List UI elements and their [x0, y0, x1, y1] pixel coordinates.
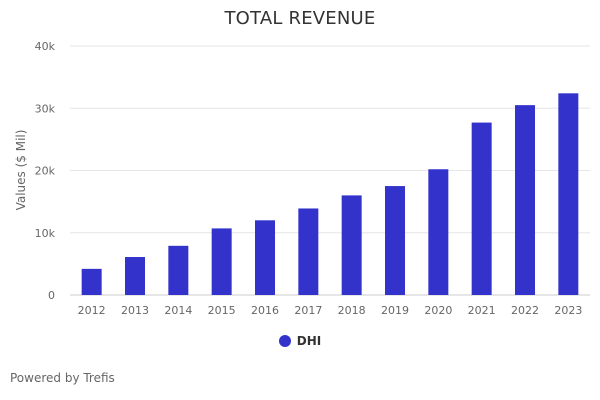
- y-tick-label: 0: [48, 289, 55, 302]
- chart-title: TOTAL REVENUE: [224, 8, 376, 29]
- x-tick-label: 2015: [208, 304, 236, 317]
- bar-2019[interactable]: [385, 186, 405, 295]
- x-tick-label: 2020: [424, 304, 452, 317]
- x-tick-label: 2013: [121, 304, 149, 317]
- bar-2016[interactable]: [255, 220, 275, 295]
- bar-2021[interactable]: [471, 122, 492, 295]
- x-tick-label: 2023: [554, 304, 582, 317]
- bars: [81, 93, 579, 295]
- x-tick-label: 2012: [78, 304, 106, 317]
- powered-by-credit: Powered by Trefis: [10, 371, 115, 385]
- x-tick-labels: 2012 2013 2014 2015 2016 2017 2018 2019 2020 2021…: [78, 304, 583, 317]
- grid-lines: [70, 45, 590, 296]
- y-tick-label: 10k: [35, 227, 56, 240]
- x-tick-label: 2016: [251, 304, 279, 317]
- y-tick-label: 40k: [35, 40, 56, 53]
- x-tick-label: 2014: [164, 304, 192, 317]
- bar-2023[interactable]: [558, 93, 579, 295]
- bar-2018[interactable]: [341, 195, 362, 295]
- x-tick-label: 2018: [338, 304, 366, 317]
- x-tick-label: 2019: [381, 304, 409, 317]
- bar-2022[interactable]: [515, 105, 535, 295]
- y-axis-title: Values ($ Mil): [14, 130, 28, 211]
- y-tick-label: 30k: [35, 102, 56, 115]
- legend-label-dhi[interactable]: DHI: [296, 334, 322, 348]
- bar-2017[interactable]: [298, 208, 319, 295]
- x-tick-label: 2017: [294, 304, 322, 317]
- legend-swatch-dhi[interactable]: [278, 335, 291, 347]
- bar-2014[interactable]: [168, 245, 189, 295]
- x-tick-label: 2021: [468, 304, 496, 317]
- bar-2013[interactable]: [125, 257, 145, 295]
- y-tick-labels: 0 10k 20k 30k 40k: [35, 40, 56, 302]
- bar-2015[interactable]: [211, 228, 232, 295]
- bar-2020[interactable]: [428, 169, 449, 295]
- x-tick-label: 2022: [511, 304, 539, 317]
- legend[interactable]: DHI: [0, 334, 600, 348]
- bar-2012[interactable]: [81, 268, 102, 295]
- y-tick-label: 20k: [35, 165, 56, 178]
